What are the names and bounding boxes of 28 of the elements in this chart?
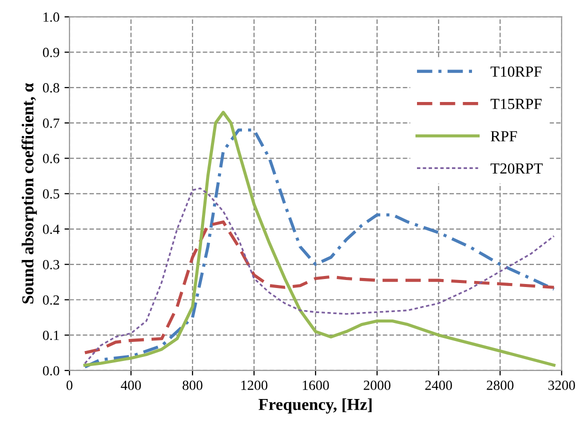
x-tick-label: 3200 (548, 380, 575, 390)
y-tick-label: 0.1 (42, 330, 59, 340)
x-tick-label: 2800 (486, 380, 514, 390)
y-tick-label: 0.4 (42, 224, 60, 234)
legend-label: RPF (490, 131, 517, 142)
x-tick-label: 400 (120, 380, 141, 390)
x-tick-label: 800 (182, 380, 202, 390)
line-series (84, 188, 555, 364)
y-axis-title: Sound absorption coefficient, α (22, 83, 37, 304)
legend-label: T10RPF (490, 66, 542, 77)
y-tick-label: 0.9 (42, 48, 60, 58)
x-axis-title: Frequency, [Hz] (258, 398, 372, 414)
line-series (83, 220, 556, 354)
y-tick-label: 1.0 (44, 12, 60, 22)
y-tick-label: 0.3 (42, 260, 60, 270)
y-tick-label: 0.7 (42, 118, 60, 128)
y-tick-label: 0.0 (42, 366, 60, 376)
y-tick-label: 0.5 (42, 189, 60, 199)
x-tick-label: 2000 (364, 380, 390, 390)
y-tick-label: 0.8 (42, 83, 60, 93)
x-tick-label: 1200 (241, 380, 268, 390)
x-tick-label: 1600 (302, 380, 329, 390)
x-tick-label: 0 (66, 380, 72, 390)
y-tick-label: 0.2 (42, 295, 59, 305)
legend-label: T15RPF (490, 98, 542, 110)
x-tick-label: 2400 (425, 380, 452, 390)
legend-label: T20RPT (490, 163, 543, 174)
y-tick-label: 0.6 (42, 154, 60, 164)
